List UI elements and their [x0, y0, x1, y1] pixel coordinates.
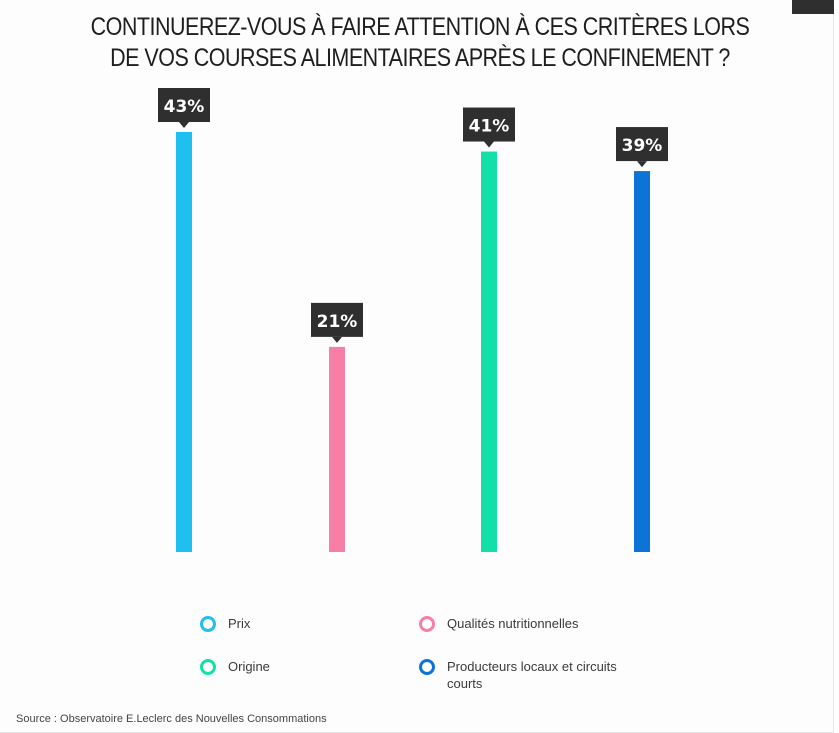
- bar-qualites[interactable]: [329, 346, 345, 552]
- bar-origine[interactable]: [481, 151, 497, 552]
- value-label-pointer-origine: [484, 141, 494, 148]
- value-label-producteurs: 39%: [622, 136, 663, 156]
- value-label-pointer-producteurs: [637, 161, 647, 168]
- value-label-qualites: 21%: [317, 312, 358, 332]
- value-label-box-origine: [463, 107, 515, 142]
- value-label-box-producteurs: [616, 127, 668, 162]
- bar-producteurs[interactable]: [634, 171, 650, 552]
- corner-tab[interactable]: [792, 0, 834, 14]
- bars-layer: 43% 21% 41% 39%: [158, 88, 668, 552]
- value-label-origine: 41%: [469, 117, 510, 137]
- value-label-pointer-qualites: [332, 336, 342, 343]
- value-label-box-prix: [158, 88, 210, 122]
- value-label-pointer-prix: [179, 122, 189, 128]
- chart-title: CONTINUEREZ-VOUS À FAIRE ATTENTION À CES…: [90, 13, 750, 72]
- value-label-box-qualites: [311, 302, 363, 337]
- source-note: Source : Observatoire E.Leclerc des Nouv…: [16, 713, 327, 725]
- bar-prix[interactable]: [176, 132, 192, 552]
- bar-chart: 43% 21% 41% 39%: [158, 88, 668, 552]
- value-label-prix: 43%: [164, 97, 205, 117]
